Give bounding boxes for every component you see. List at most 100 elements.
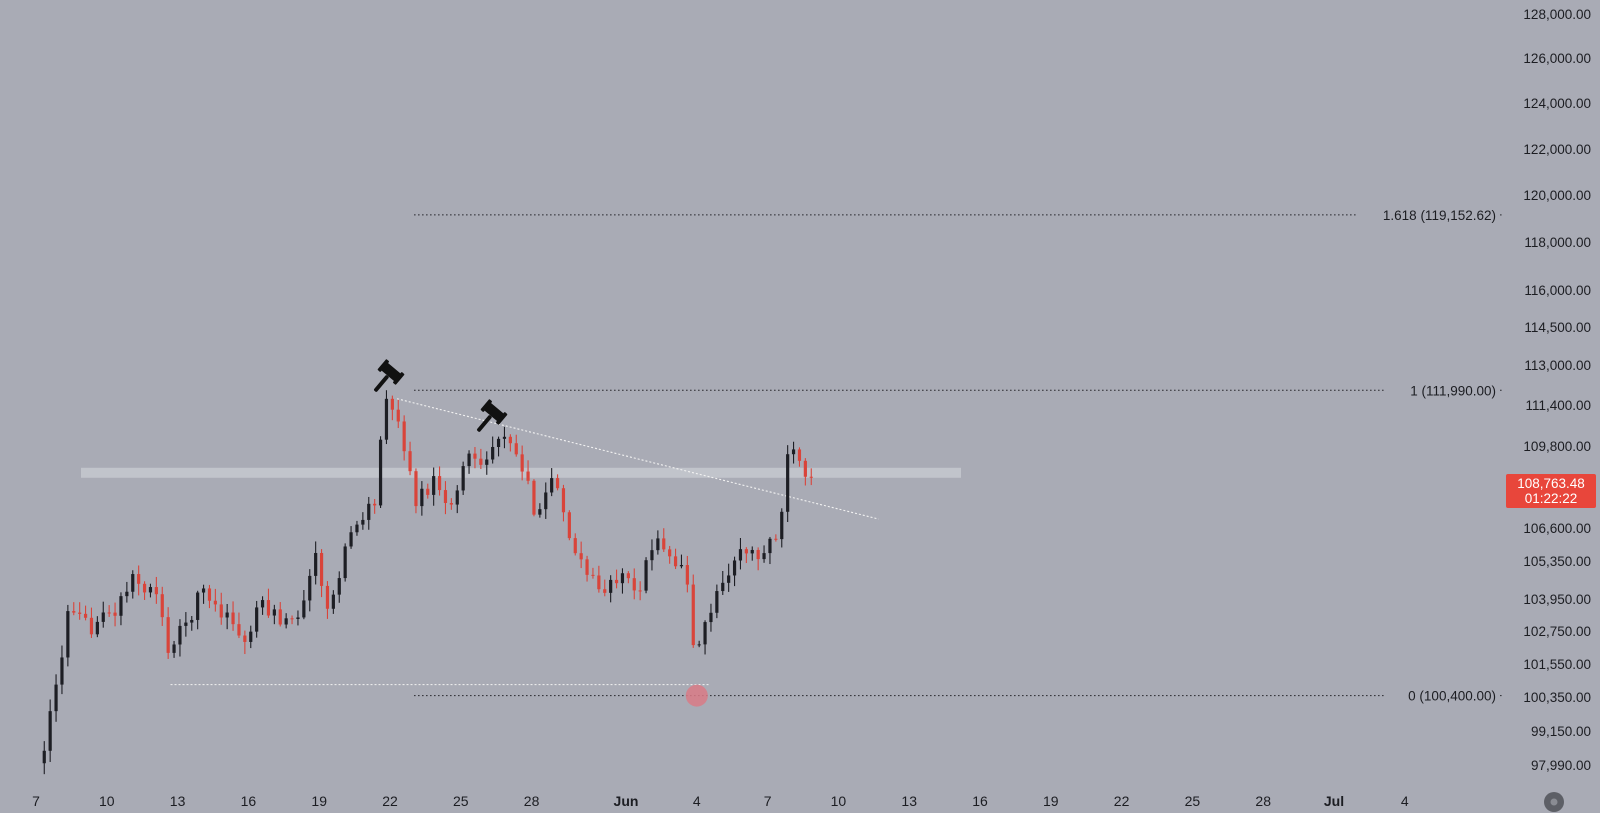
candle-body [673, 556, 678, 567]
candle-body [95, 621, 99, 635]
candle-body [786, 454, 790, 512]
time-tick-label: 25 [1185, 793, 1201, 809]
candle-body [626, 573, 630, 579]
candle-body [597, 575, 601, 590]
candle-body [432, 476, 436, 495]
candle-body [154, 587, 158, 595]
current-price-value: 108,763.48 [1517, 476, 1585, 491]
candle-body [443, 490, 448, 504]
candle-body [343, 546, 347, 579]
candle-body [650, 550, 654, 561]
candle-body [532, 480, 536, 515]
price-tick-label: 101,550.00 [1523, 657, 1591, 672]
candle-body [603, 589, 607, 593]
candle-body [567, 512, 571, 539]
candle-body [620, 573, 625, 584]
candle-body [449, 503, 453, 505]
candle-body [656, 538, 660, 551]
candle-body [591, 574, 595, 576]
time-tick-label: 16 [241, 793, 257, 809]
candle-body [290, 618, 294, 620]
candle-body [243, 635, 247, 642]
candle-body [119, 596, 123, 616]
time-axis[interactable]: 7 10 13 16 19 22 25 28 Jun 4 7 10 13 16 19 22 25 28 Jul 4 [32, 792, 1564, 812]
candle-body [709, 612, 713, 623]
candle-body [408, 451, 412, 472]
candle-body [467, 453, 471, 467]
candle-body [414, 471, 418, 507]
gavel-icon [477, 399, 508, 432]
candle-body [361, 519, 365, 525]
gavel-head [381, 362, 401, 382]
candle-body [520, 454, 524, 472]
gavel-head-cap [496, 412, 508, 425]
candle-body [762, 553, 766, 560]
candle-body [272, 609, 276, 616]
price-axis[interactable]: 128,000.00 126,000.00 124,000.00 122,000.00… [1523, 7, 1591, 773]
candle-body [384, 398, 389, 440]
candle-body [255, 607, 259, 632]
price-tick-label: 109,800.00 [1523, 439, 1591, 454]
candle-body [201, 588, 206, 593]
price-tick-label: 97,990.00 [1531, 758, 1591, 773]
price-tick-label: 106,600.00 [1523, 521, 1591, 536]
resistance-zone-layer [81, 467, 961, 478]
price-tick-label: 100,350.00 [1523, 690, 1591, 705]
candle-body [266, 600, 271, 616]
candle-body [373, 503, 377, 506]
candle-body [190, 619, 194, 623]
time-tick-label: 28 [524, 793, 540, 809]
candle-body [485, 459, 489, 465]
candle-body [744, 549, 748, 554]
candle-body [231, 612, 235, 625]
price-tick-label: 105,350.00 [1523, 554, 1591, 569]
candle-body [803, 460, 807, 477]
time-tick-label: 19 [311, 793, 327, 809]
candle-body [496, 438, 501, 447]
resistance-zone [81, 467, 961, 478]
candle-body [237, 624, 241, 636]
fib-level-label: 1.618 (119,152.62) [1383, 208, 1496, 223]
gavel-handle [477, 415, 492, 432]
candle-body [331, 594, 335, 609]
price-tick-label: 116,000.00 [1524, 283, 1591, 298]
candle-body [42, 750, 46, 764]
candle-body [426, 488, 430, 495]
fib-level-label: 0 (100,400.00) [1408, 689, 1496, 704]
candle-body [390, 398, 394, 410]
candle-body [113, 612, 117, 616]
candle-body [780, 511, 784, 540]
candle-body [585, 559, 589, 575]
candle-body [550, 478, 554, 493]
candle-body [738, 549, 743, 561]
candle-body [774, 538, 778, 540]
candle-body [685, 565, 689, 585]
candle-body [791, 449, 796, 455]
candle-body [697, 644, 701, 646]
candle-body [756, 549, 760, 560]
candle-body [691, 584, 695, 646]
candle-body [561, 488, 566, 513]
candle-body [703, 622, 707, 645]
candle-body [337, 578, 341, 595]
candle-body [284, 618, 288, 625]
candle-body [614, 579, 619, 584]
time-tick-label: 4 [693, 793, 701, 809]
candle-body [367, 503, 371, 520]
candle-body [308, 575, 312, 601]
time-tick-label: 19 [1043, 793, 1059, 809]
candle-body [125, 591, 129, 597]
time-tick-label: 10 [831, 793, 847, 809]
gavel-head-cap [377, 359, 389, 372]
candle-body [638, 590, 642, 592]
candle-body [325, 585, 330, 609]
candle-body [166, 617, 170, 653]
candle-body [355, 524, 359, 533]
candle-body [555, 478, 560, 489]
candle-body [632, 578, 636, 591]
candle-body [302, 600, 306, 618]
candle-body [514, 443, 518, 455]
candle-body [768, 538, 772, 554]
